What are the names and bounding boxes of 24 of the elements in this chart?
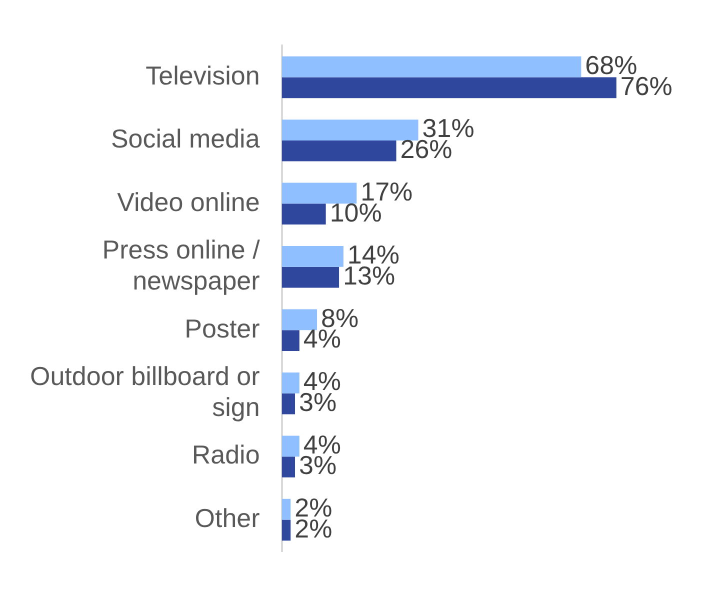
y-tick-label: Radio [192,440,260,470]
bar [282,309,318,330]
bar [282,498,291,520]
bar [282,246,344,267]
y-tick-label: Outdoor billboard or sign [30,360,260,422]
y-tick-label: Social media [110,124,260,154]
y-tick-label: Press online / newspaper [102,234,261,296]
bar [282,77,616,98]
bar [282,520,291,541]
y-tick-label: Other [194,502,260,533]
bar [282,140,396,162]
bar [282,56,582,78]
bar [282,456,296,478]
bar [282,266,340,288]
bar [282,393,296,414]
bar [282,120,418,140]
y-tick-label: Poster [184,313,260,344]
bar [282,182,357,204]
bar [282,372,300,394]
bar [282,436,300,457]
y-tick-label: Television [146,60,260,90]
bar [282,204,326,225]
bar [282,330,300,351]
y-tick-label: Video online [117,186,260,217]
